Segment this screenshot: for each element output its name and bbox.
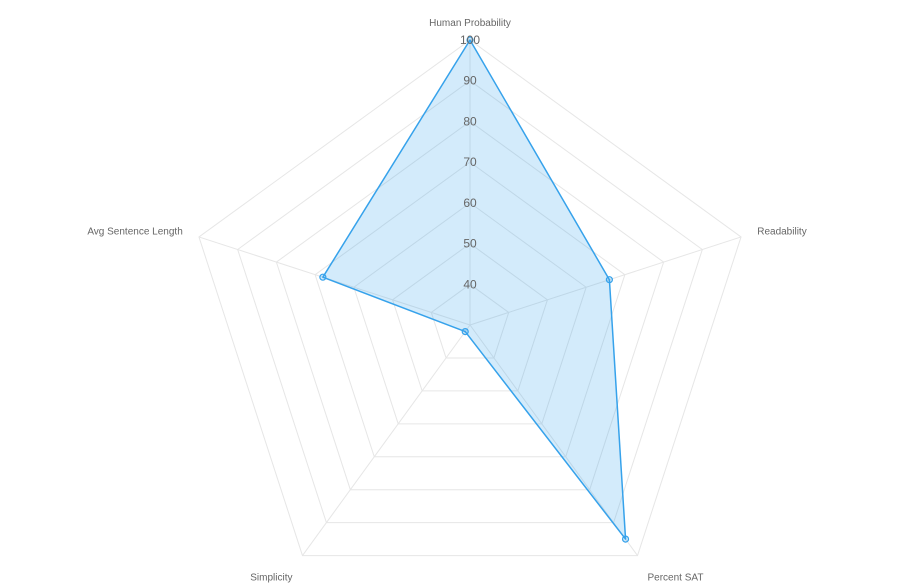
- tick-label-40: 40: [463, 277, 477, 291]
- tick-label-80: 80: [463, 114, 477, 128]
- axis-label-human-probability: Human Probability: [429, 18, 511, 29]
- grid-ring-100: [198, 39, 742, 557]
- axis-label-readability: Readability: [757, 227, 806, 238]
- series-area-0: [322, 39, 627, 540]
- data-point-simplicity[interactable]: [461, 327, 469, 336]
- axis-labels: Human Probability Readability Percent SAT S…: [87, 18, 806, 583]
- axis-label-avg-sentence-length: Avg Sentence Length: [87, 227, 182, 238]
- data-point-human-probability[interactable]: [466, 36, 474, 44]
- data-point-readability[interactable]: [605, 276, 613, 284]
- grid-ring-90: [237, 80, 703, 524]
- series-layer: [319, 36, 630, 543]
- axis-label-percent-sat: Percent SAT: [648, 572, 704, 583]
- grid-ring-80: [275, 120, 665, 491]
- spoke-1: [469, 236, 742, 326]
- spoke-2: [469, 324, 638, 556]
- grid-ring-50: [391, 242, 549, 392]
- data-point-percent-sat[interactable]: [621, 535, 630, 543]
- tick-label-60: 60: [463, 196, 477, 210]
- tick-label-70: 70: [463, 155, 477, 169]
- tick-label-100: 100: [460, 33, 480, 47]
- spoke-3: [302, 324, 471, 556]
- data-point-avg-sentence-length[interactable]: [319, 273, 327, 281]
- tick-label-90: 90: [463, 74, 477, 88]
- grid-ring-40: [430, 283, 510, 359]
- tick-labels: 40 50 60 70 80 90 100: [460, 33, 480, 291]
- radar-grid: [198, 39, 742, 557]
- axis-label-simplicity: Simplicity: [250, 572, 292, 583]
- tick-label-50: 50: [463, 237, 477, 251]
- grid-ring-70: [314, 161, 626, 458]
- grid-ring-60: [353, 202, 587, 425]
